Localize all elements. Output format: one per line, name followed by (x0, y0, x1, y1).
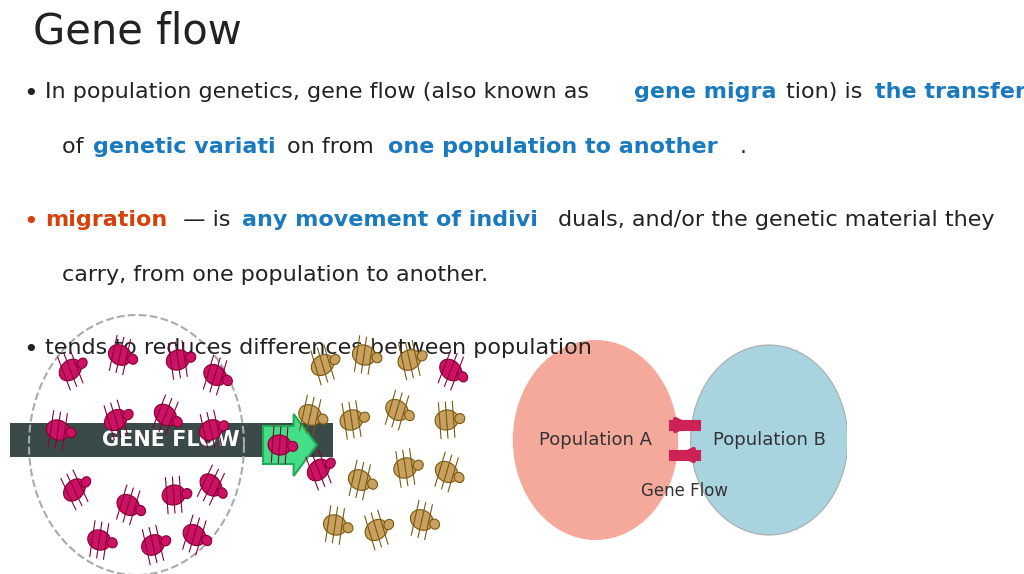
Ellipse shape (183, 525, 206, 545)
Ellipse shape (368, 479, 378, 489)
Ellipse shape (88, 530, 111, 550)
Ellipse shape (182, 488, 191, 499)
Ellipse shape (394, 458, 417, 478)
Ellipse shape (311, 355, 334, 375)
Ellipse shape (455, 414, 465, 424)
Ellipse shape (200, 474, 222, 496)
Ellipse shape (384, 519, 393, 530)
Ellipse shape (324, 515, 346, 535)
Ellipse shape (318, 414, 328, 424)
Ellipse shape (330, 354, 340, 364)
Ellipse shape (59, 359, 81, 381)
Ellipse shape (173, 417, 182, 427)
Ellipse shape (404, 410, 415, 421)
FancyArrow shape (263, 414, 316, 476)
Ellipse shape (218, 488, 227, 498)
Text: of: of (62, 137, 91, 157)
Ellipse shape (63, 479, 85, 501)
Text: tion) is: tion) is (785, 82, 869, 102)
Text: •: • (24, 210, 38, 234)
Text: genetic variati: genetic variati (92, 137, 275, 157)
Text: •: • (24, 82, 38, 106)
Ellipse shape (123, 409, 133, 420)
Ellipse shape (78, 358, 87, 369)
Ellipse shape (366, 519, 388, 541)
Ellipse shape (439, 359, 462, 381)
Ellipse shape (307, 459, 330, 481)
FancyBboxPatch shape (10, 423, 333, 457)
Text: duals, and/or the genetic material they: duals, and/or the genetic material they (557, 210, 994, 230)
Text: In population genetics, gene flow (also known as: In population genetics, gene flow (also … (45, 82, 597, 102)
Text: GENE FLOW: GENE FLOW (102, 430, 240, 450)
Text: Gene flow: Gene flow (33, 10, 242, 52)
Ellipse shape (348, 470, 371, 490)
Ellipse shape (458, 371, 468, 382)
Ellipse shape (222, 375, 232, 386)
Ellipse shape (128, 354, 137, 364)
Ellipse shape (136, 505, 145, 515)
Text: Gene Flow: Gene Flow (641, 482, 728, 500)
Ellipse shape (340, 410, 364, 430)
Ellipse shape (161, 536, 171, 546)
Ellipse shape (418, 351, 427, 361)
Ellipse shape (343, 523, 353, 533)
Ellipse shape (104, 409, 127, 430)
Text: tends to reduces differences between population: tends to reduces differences between pop… (45, 338, 592, 358)
Ellipse shape (288, 441, 298, 451)
Text: the transfer: the transfer (874, 82, 1024, 102)
Ellipse shape (411, 510, 433, 530)
Ellipse shape (186, 352, 196, 362)
Ellipse shape (386, 400, 409, 421)
Text: migration: migration (45, 210, 168, 230)
Ellipse shape (268, 435, 291, 455)
Text: — is: — is (176, 210, 238, 230)
Ellipse shape (200, 420, 222, 440)
Text: carry, from one population to another.: carry, from one population to another. (62, 265, 488, 285)
Ellipse shape (117, 494, 139, 515)
Text: one population to another: one population to another (388, 137, 717, 157)
Ellipse shape (359, 412, 370, 422)
Ellipse shape (141, 535, 165, 555)
Ellipse shape (455, 472, 464, 483)
Circle shape (690, 345, 848, 535)
Ellipse shape (326, 458, 335, 468)
Ellipse shape (219, 421, 228, 431)
Ellipse shape (162, 485, 185, 505)
Ellipse shape (66, 428, 76, 438)
Text: •: • (24, 338, 38, 362)
Ellipse shape (398, 350, 421, 370)
Ellipse shape (435, 461, 458, 483)
Ellipse shape (435, 410, 458, 430)
Ellipse shape (299, 405, 322, 425)
Ellipse shape (202, 536, 212, 546)
Ellipse shape (155, 404, 176, 426)
Text: Population B: Population B (713, 431, 825, 449)
Circle shape (513, 340, 678, 540)
Text: gene migra: gene migra (634, 82, 776, 102)
Ellipse shape (108, 538, 117, 548)
Ellipse shape (166, 350, 189, 370)
Text: any movement of indivi: any movement of indivi (242, 210, 538, 230)
Ellipse shape (372, 353, 382, 363)
Ellipse shape (430, 519, 439, 529)
Ellipse shape (109, 344, 131, 365)
Ellipse shape (81, 477, 91, 487)
Ellipse shape (414, 460, 423, 470)
Ellipse shape (204, 364, 226, 386)
Text: on from: on from (288, 137, 381, 157)
Ellipse shape (46, 420, 70, 440)
Text: Population A: Population A (539, 431, 652, 449)
Ellipse shape (352, 345, 376, 365)
Text: .: . (739, 137, 746, 157)
